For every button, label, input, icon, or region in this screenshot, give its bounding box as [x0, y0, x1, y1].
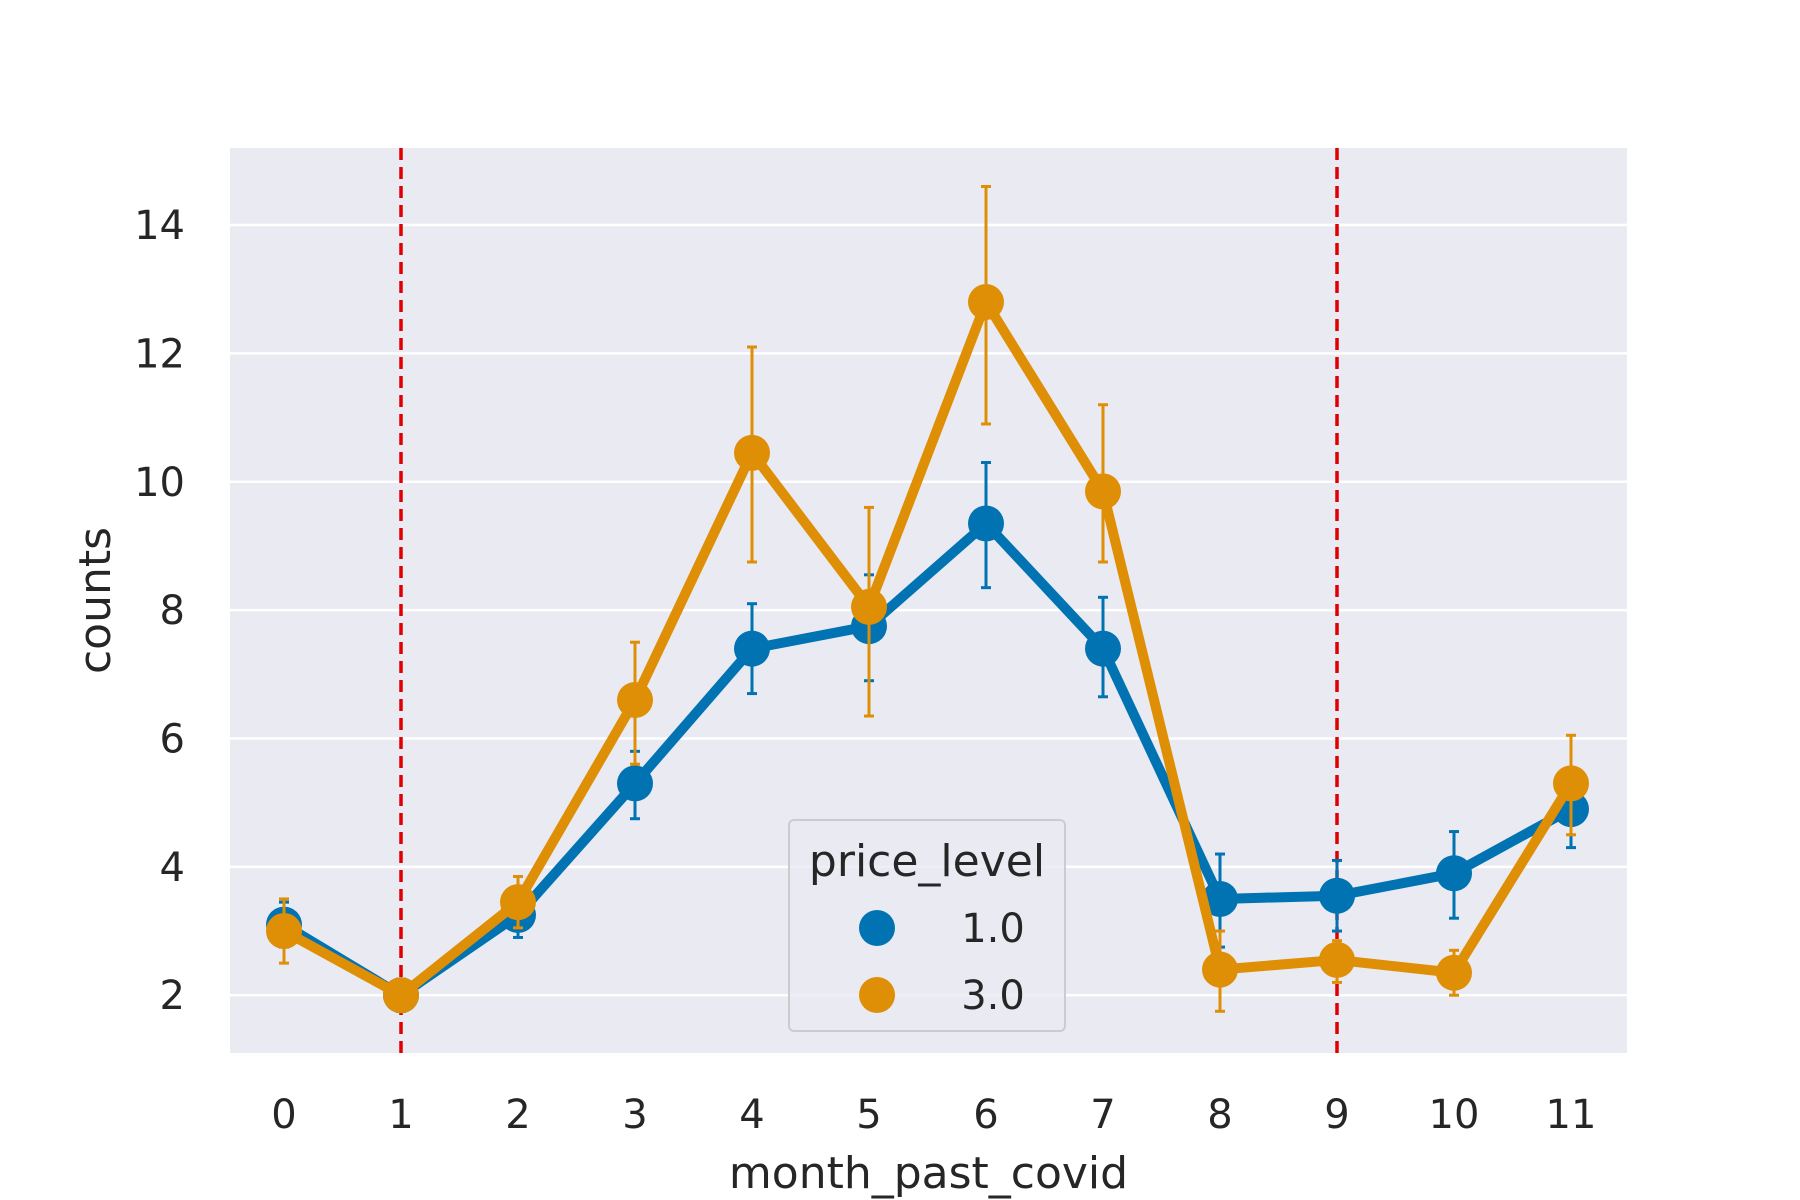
- y-tick-label: 12: [134, 331, 185, 377]
- legend-label: 1.0: [961, 906, 1025, 952]
- data-point: [851, 588, 887, 625]
- legend-entries: 1.03.0: [859, 906, 1025, 1019]
- legend-marker: [859, 910, 895, 946]
- x-tick-label: 10: [1429, 1092, 1480, 1138]
- data-point: [617, 681, 653, 718]
- x-tick-label: 9: [1324, 1092, 1349, 1138]
- x-tick-label: 1: [388, 1092, 413, 1138]
- x-tick-label: 6: [973, 1092, 998, 1138]
- data-point: [968, 505, 1004, 542]
- data-point: [1553, 765, 1589, 802]
- legend-marker: [859, 977, 895, 1013]
- data-point: [617, 765, 653, 802]
- y-axis-ticks: 2 4 6 8 10 12 14: [134, 203, 185, 1019]
- data-point: [1319, 877, 1355, 914]
- legend-title: price_level: [809, 836, 1045, 887]
- series-line: [279, 518, 1576, 1001]
- legend-label: 3.0: [961, 973, 1025, 1019]
- y-tick-label: 6: [160, 716, 185, 762]
- data-point: [383, 977, 419, 1014]
- x-tick-label: 7: [1090, 1092, 1115, 1138]
- series-line: [279, 297, 1576, 1001]
- data-point: [1202, 951, 1238, 988]
- x-axis-label: month_past_covid: [729, 1148, 1128, 1199]
- y-tick-label: 8: [160, 588, 185, 634]
- series-3.0: [266, 185, 1589, 1014]
- data-point: [968, 284, 1004, 321]
- data-point: [1436, 855, 1472, 892]
- x-tick-label: 0: [271, 1092, 296, 1138]
- data-point: [266, 913, 302, 950]
- markers: [266, 284, 1589, 1014]
- data-point: [1085, 473, 1121, 510]
- x-tick-label: 2: [505, 1092, 530, 1138]
- data-point: [500, 884, 536, 921]
- series-layer: [266, 185, 1589, 1014]
- y-tick-label: 4: [160, 845, 185, 891]
- legend: price_level 1.03.0: [788, 819, 1066, 1032]
- data-point: [1202, 880, 1238, 917]
- y-tick-label: 10: [134, 460, 185, 506]
- data-point: [734, 434, 770, 471]
- data-point: [734, 630, 770, 667]
- y-axis-label: counts: [70, 527, 121, 674]
- gridlines: [230, 223, 1627, 997]
- data-point: [1436, 954, 1472, 991]
- y-tick-label: 14: [134, 203, 185, 249]
- y-tick-label: 2: [160, 973, 185, 1019]
- data-point: [1319, 941, 1355, 978]
- data-point: [1085, 630, 1121, 667]
- x-tick-label: 4: [739, 1092, 764, 1138]
- x-tick-label: 5: [856, 1092, 881, 1138]
- legend-frame: [788, 819, 1066, 1032]
- x-tick-label: 3: [622, 1092, 647, 1138]
- x-tick-label: 11: [1546, 1092, 1597, 1138]
- x-tick-label: 8: [1207, 1092, 1232, 1138]
- x-axis-ticks: 0 1 2 3 4 5 6 7 8 9 10 11: [271, 1092, 1596, 1138]
